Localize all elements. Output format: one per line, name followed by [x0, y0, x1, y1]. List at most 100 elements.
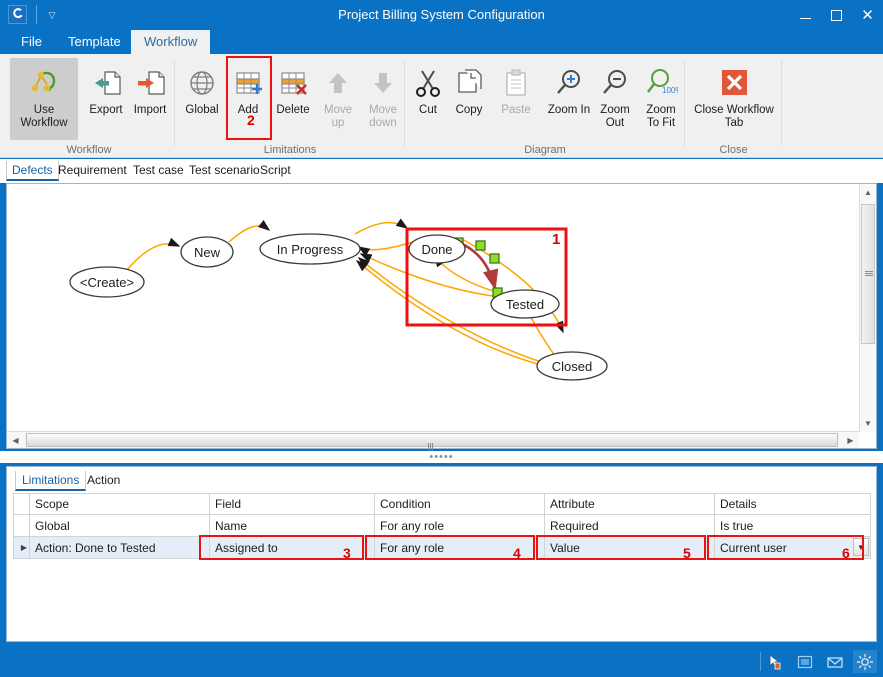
minimize-icon: [800, 17, 811, 19]
cell-attribute[interactable]: Value: [544, 536, 715, 559]
limitations-panel: Limitations Action Scope Field Condition…: [6, 466, 877, 642]
chevron-down-icon[interactable]: ▼: [853, 538, 869, 556]
cell-scope[interactable]: Action: Done to Tested: [29, 536, 210, 559]
close-workflow-tab-button[interactable]: Close Workflow Tab: [688, 58, 780, 130]
global-label: Global: [185, 104, 219, 116]
scroll-right-icon[interactable]: ▶: [847, 435, 854, 445]
ribbon-tab-workflow[interactable]: Workflow: [131, 30, 211, 54]
diagram-vertical-scrollbar[interactable]: ▲ ▼: [859, 184, 876, 432]
ribbon-tab-file[interactable]: File: [21, 34, 42, 49]
ribbon-tab-bar: File Template Workflow: [0, 30, 883, 54]
entity-tab-defects[interactable]: Defects: [6, 161, 59, 181]
ribbon-group-limitations: Limitations: [176, 54, 404, 158]
table-delete-icon: [277, 62, 309, 104]
close-button[interactable]: ✕: [852, 0, 883, 30]
entity-tab-test-scenario[interactable]: Test scenario: [189, 163, 260, 177]
globe-icon: [185, 62, 219, 104]
entity-tab-test-case[interactable]: Test case: [133, 163, 184, 177]
annotation-marker-6: 6: [842, 545, 850, 561]
table-row[interactable]: Global Name For any role Required Is tru…: [13, 514, 871, 537]
zoom-to-fit-button[interactable]: 100% Zoom To Fit: [638, 58, 684, 130]
svg-text:100%: 100%: [662, 86, 678, 95]
export-button[interactable]: Export: [84, 58, 128, 117]
node-in-progress[interactable]: In Progress: [259, 233, 361, 265]
status-separator: [760, 652, 761, 671]
tab-action[interactable]: Action: [87, 473, 121, 487]
scroll-left-icon[interactable]: ◀: [12, 435, 19, 445]
cell-field[interactable]: Name: [209, 514, 375, 537]
table-row[interactable]: ▶ Action: Done to Tested Assigned to For…: [13, 536, 871, 559]
node-closed[interactable]: Closed: [536, 351, 608, 381]
zoom-out-button[interactable]: Zoom Out: [594, 58, 636, 130]
scroll-thumb-grip: [865, 271, 873, 277]
app-logo-icon[interactable]: [8, 5, 27, 24]
annotation-marker-2: 2: [247, 112, 255, 128]
screenshot-icon[interactable]: [793, 650, 817, 673]
chevron-down-icon[interactable]: ▽: [48, 10, 56, 20]
column-header-scope[interactable]: Scope: [29, 493, 210, 515]
annotation-box-done-tested: [405, 227, 568, 327]
horizontal-scroll-thumb[interactable]: [26, 433, 838, 450]
add-button[interactable]: Add: [228, 58, 268, 117]
node-tested[interactable]: Tested: [490, 289, 560, 319]
snapshot-tool-icon[interactable]: [853, 650, 877, 673]
arrow-up-icon: [323, 62, 353, 104]
magnifier-plus-icon: [553, 62, 585, 104]
tab-limitations[interactable]: Limitations: [15, 471, 87, 491]
node-done[interactable]: Done: [408, 234, 466, 264]
zoom-in-button[interactable]: Zoom In: [544, 58, 594, 117]
column-header-condition[interactable]: Condition: [374, 493, 545, 515]
maximize-icon: [831, 9, 842, 21]
vertical-scroll-thumb[interactable]: [861, 204, 875, 344]
entity-tab-bar: Defects Requirement Test case Test scena…: [0, 159, 883, 183]
row-indicator: ▶: [13, 536, 30, 559]
maximize-button[interactable]: [821, 0, 852, 30]
move-up-button[interactable]: Move up: [318, 58, 358, 130]
title-bar: ▽ Project Billing System Configuration ✕: [0, 0, 883, 30]
node-create[interactable]: <Create>: [69, 266, 145, 298]
column-header-details[interactable]: Details: [714, 493, 871, 515]
paste-button[interactable]: Paste: [494, 58, 538, 117]
ribbon-group-separator: [684, 60, 685, 146]
move-down-button[interactable]: Move down: [360, 58, 406, 130]
use-workflow-button[interactable]: Use Workflow: [10, 58, 78, 140]
edge-handle[interactable]: [489, 253, 500, 264]
cell-scope[interactable]: Global: [29, 514, 210, 537]
mail-icon[interactable]: [823, 650, 847, 673]
quick-access-divider: [36, 5, 37, 24]
diagram-horizontal-scrollbar[interactable]: ◀ ▶: [7, 431, 859, 450]
node-new[interactable]: New: [180, 236, 234, 268]
entity-tab-script[interactable]: Script: [260, 163, 291, 177]
cell-details[interactable]: Current user ▼: [714, 536, 871, 559]
cell-details[interactable]: Is true: [714, 514, 871, 537]
ribbon-group-diagram-label: Diagram: [524, 144, 566, 156]
ribbon-group-diagram: Diagram: [406, 54, 684, 158]
ribbon-tab-template[interactable]: Template: [68, 34, 121, 49]
node-done-label: Done: [421, 242, 452, 257]
ribbon-group-close-label: Close: [719, 144, 748, 156]
copy-button[interactable]: Copy: [448, 58, 490, 117]
delete-button[interactable]: Delete: [270, 58, 316, 117]
column-header-attribute[interactable]: Attribute: [544, 493, 715, 515]
edge-handle[interactable]: [475, 240, 486, 251]
ribbon-group-separator: [781, 60, 782, 146]
scroll-down-icon[interactable]: ▼: [864, 419, 872, 428]
cut-button[interactable]: Cut: [410, 58, 446, 117]
cell-attribute[interactable]: Required: [544, 514, 715, 537]
minimize-button[interactable]: [790, 0, 821, 30]
import-button[interactable]: Import: [128, 58, 172, 117]
node-in-progress-label: In Progress: [277, 242, 344, 257]
entity-tab-requirement[interactable]: Requirement: [58, 163, 127, 177]
row-indicator: [13, 514, 30, 537]
global-button[interactable]: Global: [180, 58, 224, 117]
cell-condition[interactable]: For any role: [374, 514, 545, 537]
workflow-diagram-canvas[interactable]: <Create> New In Progress Done: [7, 184, 859, 432]
panel-splitter[interactable]: •••••: [0, 451, 883, 463]
window-title: Project Billing System Configuration: [338, 7, 545, 22]
ribbon-group-limitations-label: Limitations: [263, 144, 317, 156]
copy-cursor-icon[interactable]: [763, 650, 787, 673]
cell-details-text: Current user: [720, 540, 787, 555]
ribbon: Use Workflow Export: [0, 54, 883, 158]
scroll-up-icon[interactable]: ▲: [864, 188, 872, 197]
column-header-field[interactable]: Field: [209, 493, 375, 515]
